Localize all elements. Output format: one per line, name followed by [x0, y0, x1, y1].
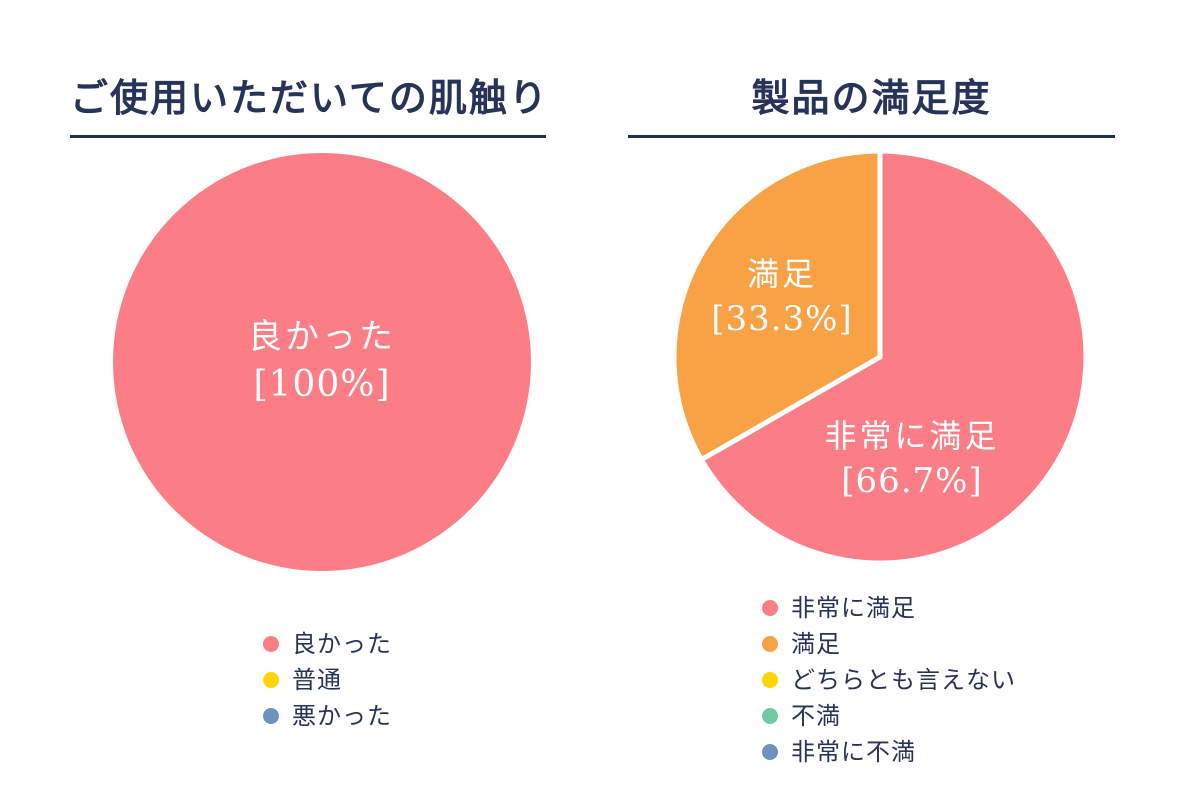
legend-dot-icon [762, 636, 778, 652]
slice-label-percent: [66.7%] [841, 461, 983, 501]
right-chart-title: 製品の満足度 [628, 74, 1115, 139]
slice-label-name: 非常に満足 [824, 417, 1000, 455]
legend-label: どちらとも言えない [791, 666, 1016, 694]
legend-item: 悪かった [263, 698, 392, 734]
legend-item: どちらとも言えない [762, 662, 1016, 698]
right-pie-chart [671, 148, 1089, 566]
legend-label: 満足 [791, 630, 841, 658]
legend-item: 非常に満足 [762, 590, 1016, 626]
right-chart-legend: 非常に満足満足どちらとも言えない 不満非常に不満 [762, 590, 1016, 770]
legend-dot-icon [762, 600, 778, 616]
legend-dot-icon [762, 744, 778, 760]
left-pie-center-label: 良かった [100%] [112, 313, 532, 409]
legend-item: 不満 [762, 698, 1016, 734]
legend-dot-icon [762, 672, 778, 688]
legend-dot-icon [263, 636, 279, 652]
left-pie-chart [113, 153, 531, 571]
left-pie-label-percent: [100%] [253, 364, 391, 405]
pie-slice [698, 148, 1089, 566]
legend-label: 普通 [292, 666, 342, 694]
left-chart-legend: 良かった普通悪かった [263, 626, 392, 734]
pie-slice [671, 148, 883, 463]
legend-label: 不満 [791, 702, 841, 730]
slice-label-percent: [33.3%] [711, 299, 853, 339]
legend-label: 非常に不満 [791, 738, 916, 766]
legend-dot-icon [263, 708, 279, 724]
legend-label: 良かった [292, 630, 392, 658]
legend-label: 非常に満足 [791, 594, 916, 622]
left-chart-title: ご使用いただいての肌触り [70, 74, 547, 139]
legend-label: 悪かった [292, 702, 392, 730]
left-pie-label-name: 良かった [248, 317, 396, 357]
legend-dot-icon [762, 708, 778, 724]
legend-dot-icon [263, 672, 279, 688]
right-pie-label-satisfied: 満足 [33.3%] [672, 252, 892, 342]
legend-item: 良かった [263, 626, 392, 662]
slice-label-name: 満足 [746, 255, 817, 293]
right-pie-label-very-satisfied: 非常に満足 [66.7%] [762, 414, 1062, 504]
pie-slice [113, 153, 531, 571]
legend-item: 満足 [762, 626, 1016, 662]
legend-item: 非常に不満 [762, 734, 1016, 770]
legend-item: 普通 [263, 662, 392, 698]
